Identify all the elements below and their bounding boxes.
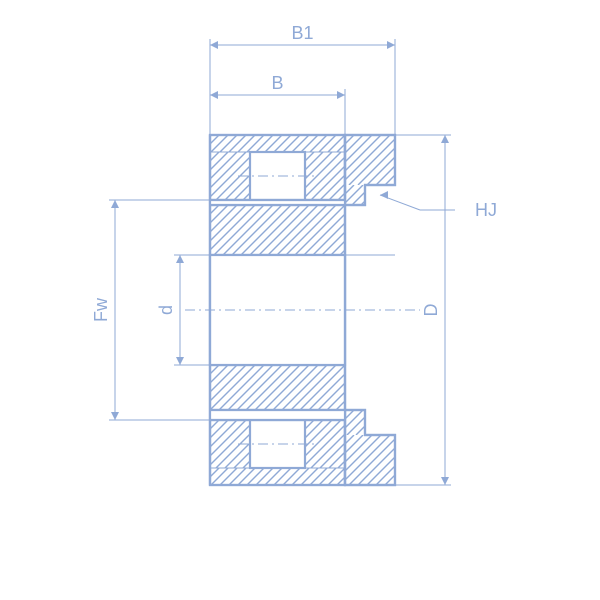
bearing-cross-section-diagram: B B1 Dd Fw HJ — [0, 0, 600, 600]
svg-text:B1: B1 — [291, 23, 313, 43]
svg-text:d: d — [156, 305, 176, 315]
svg-text:D: D — [421, 304, 441, 317]
svg-text:B: B — [271, 73, 283, 93]
svg-text:Fw: Fw — [91, 297, 111, 322]
svg-text:HJ: HJ — [475, 200, 497, 220]
